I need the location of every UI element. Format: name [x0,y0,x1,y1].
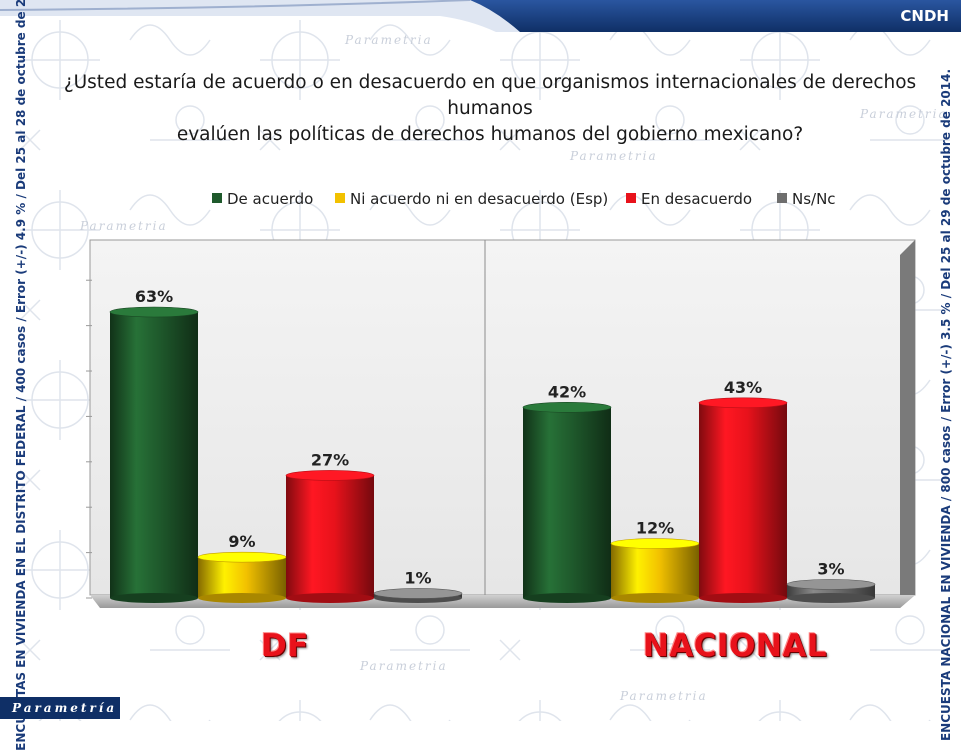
bar-top [373,588,463,599]
bar-body [286,475,374,598]
data-labels: 63% 9% 27% 1% 42% 12% 43% 3% [135,287,845,587]
bar [698,397,788,603]
bar-top [109,306,199,318]
bar-chart: 63% 9% 27% 1% 42% 12% 43% 3% [86,239,916,608]
bar-top [522,402,612,413]
bar-base [611,593,699,603]
bar [197,551,287,603]
legend-label: Ns/Nc [792,190,836,208]
top-banner [0,0,961,32]
data-label: 63% [135,287,173,306]
watermark-text: Parametria [79,219,168,233]
bar [285,470,375,603]
bar-base [699,593,787,603]
chart-legend: De acuerdo Ni acuerdo ni en desacuerdo (… [0,190,961,212]
bar-top [610,538,700,549]
bar-top [285,470,375,481]
sample-note-df: ENCUESTAS EN VIVIENDA EN EL DISTRITO FED… [14,0,28,751]
bar [109,306,199,603]
bar-body [611,543,699,598]
bar-body [523,407,611,598]
category-label-nacional: NACIONAL [642,628,828,664]
data-label: 1% [404,568,431,587]
watermark-text: Parametria [859,107,948,121]
watermark-text: Parametria [619,689,708,703]
bar-top [698,397,788,409]
chart-question: ¿Usted estaría de acuerdo o en desacuerd… [30,70,950,148]
data-label: 3% [817,559,844,578]
bar-body [699,402,787,598]
bar [786,579,876,603]
data-label: 12% [636,519,674,538]
bar-base [286,593,374,603]
data-label: 27% [311,450,349,469]
bar-body [198,557,286,598]
data-label: 9% [228,532,255,551]
legend-item-en-desacuerdo: En desacuerdo [626,190,752,208]
question-line-1: ¿Usted estaría de acuerdo o en desacuerd… [63,72,917,119]
brand-tag: CNDH [900,7,949,25]
legend-swatch [335,193,345,203]
watermark-text: Parametria [344,33,433,47]
legend-item-de-acuerdo: De acuerdo [212,190,313,208]
legend-item-ni-acuerdo: Ni acuerdo ni en desacuerdo (Esp) [335,190,608,208]
legend-item-ns-nc: Ns/Nc [777,190,836,208]
sample-note-nacional: ENCUESTA NACIONAL EN VIVIENDA / 800 caso… [939,68,953,742]
watermark-text: Parametria [359,659,448,673]
legend-swatch [626,193,636,203]
parametria-logo: Parametría [0,697,120,719]
bar-base [787,593,875,603]
plot-area [89,239,916,608]
bar-top [786,579,876,590]
bar-body [110,312,198,598]
bar-base [110,593,198,603]
bar-base [523,593,611,603]
bar [610,538,700,603]
category-label-df: DF [261,628,309,664]
y-axis-ticks [86,279,92,599]
data-label: 42% [548,382,586,401]
bar-base [198,593,286,603]
data-label: 43% [724,378,762,397]
plot-side-wall [900,240,915,608]
bars [109,306,876,603]
legend-swatch [777,193,787,203]
question-line-2: evalúen las políticas de derechos humano… [176,124,804,145]
legend-label: Ni acuerdo ni en desacuerdo (Esp) [350,190,609,208]
legend-swatch [212,193,222,203]
bar-top [197,551,287,563]
legend-label: De acuerdo [227,190,314,208]
bar [373,588,463,603]
bar [522,402,612,603]
legend-label: En desacuerdo [641,190,753,208]
watermark-text: Parametria [569,149,658,163]
